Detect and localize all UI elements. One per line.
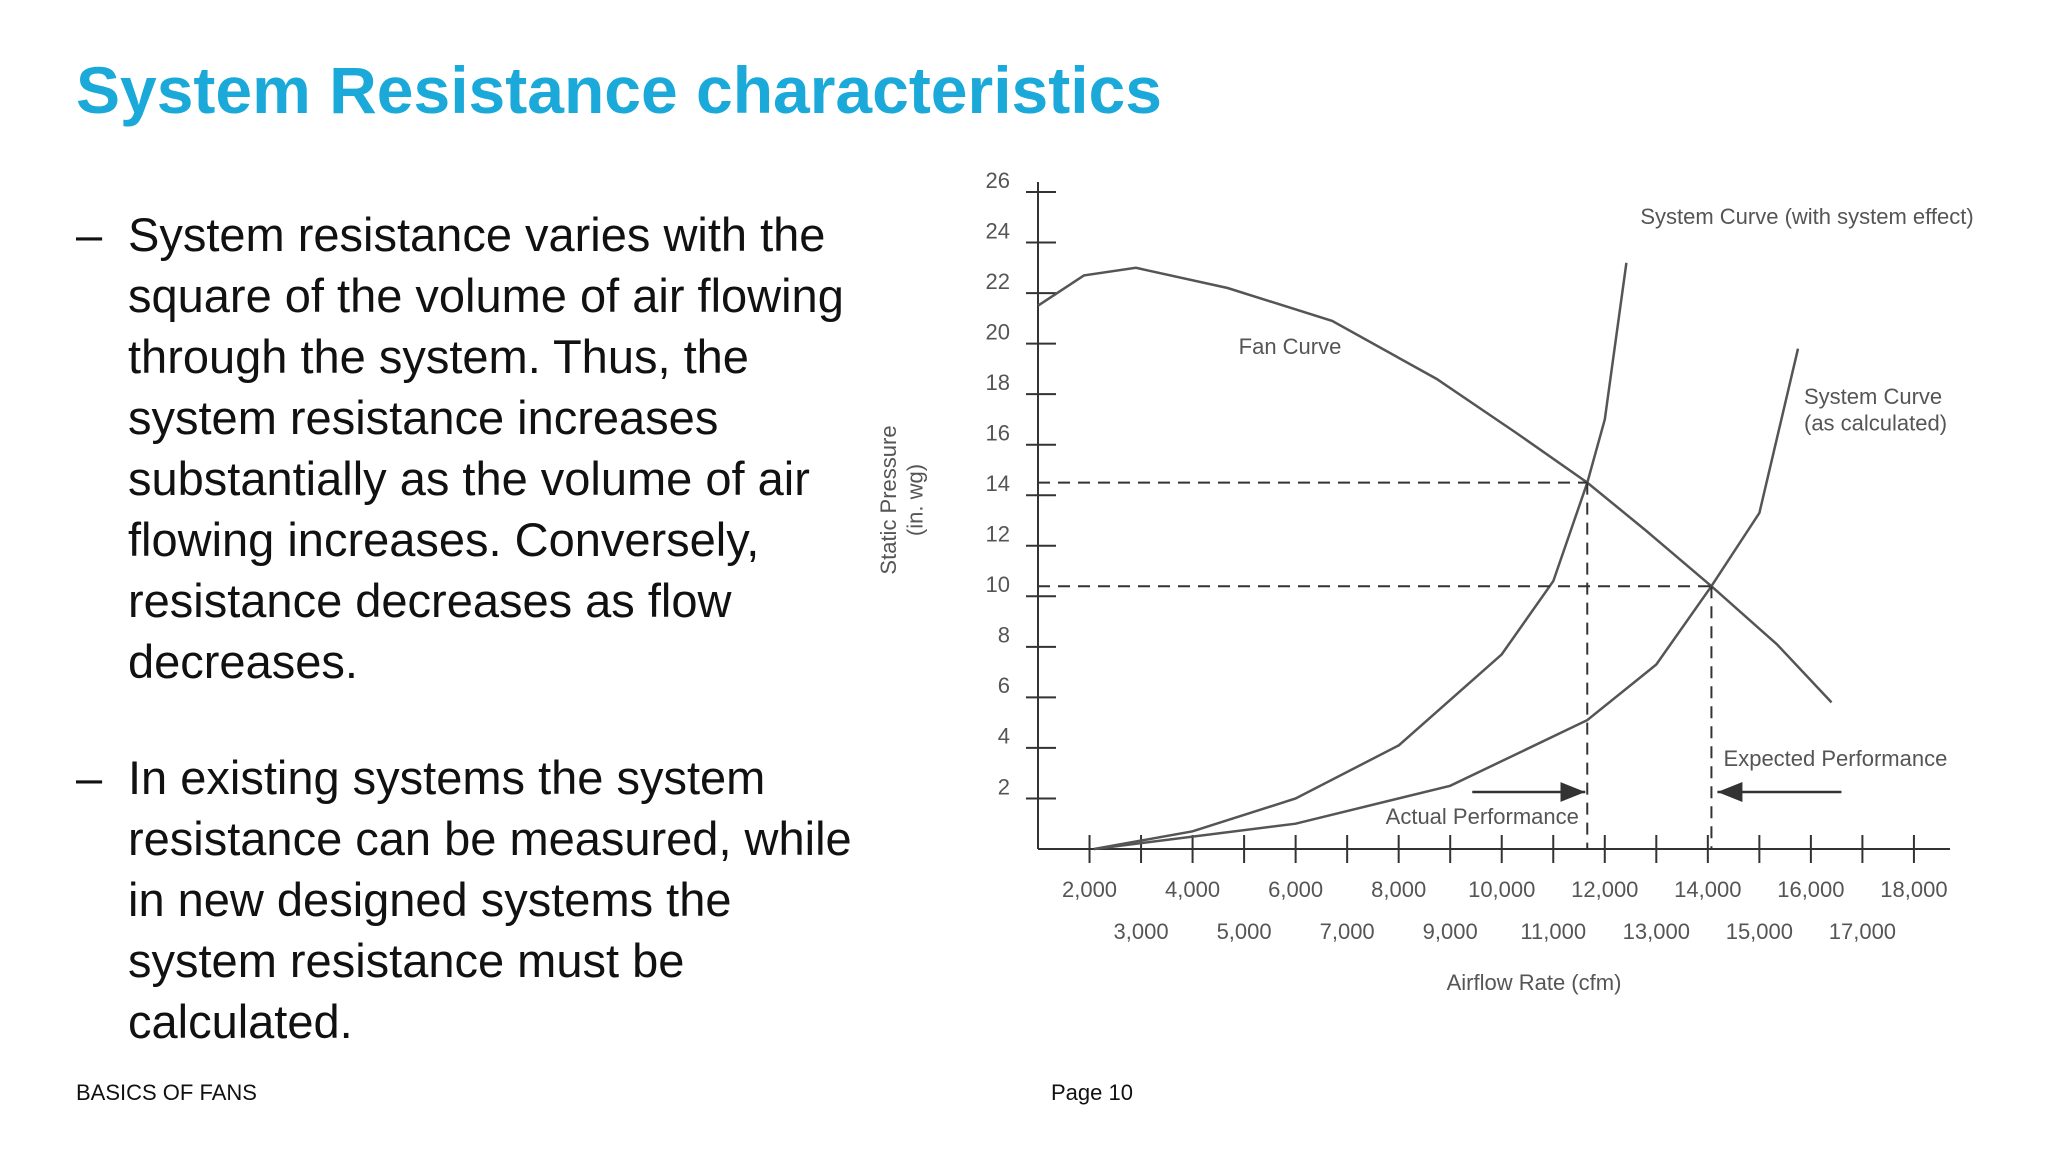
x-tick-label: 11,000: [1520, 919, 1586, 944]
y-tick-label: 8: [998, 623, 1010, 648]
series-line: [1037, 266, 1833, 704]
x-axis-label: Airflow Rate (cfm): [1447, 970, 1622, 995]
x-tick-label: 7,000: [1320, 919, 1375, 944]
annotation: Expected Performance: [1724, 746, 1948, 771]
series-line: [1093, 262, 1628, 851]
series-label: System Curve (as calculated): [1804, 384, 1947, 435]
x-tick-label: 10,000: [1468, 877, 1535, 902]
x-tick-label: 5,000: [1217, 919, 1272, 944]
y-axis-label: Static Pressure(in. wg): [876, 425, 927, 574]
x-tick-label: 8,000: [1371, 877, 1426, 902]
series-line: [1094, 348, 1800, 851]
annotation: Actual Performance: [1386, 804, 1579, 829]
x-tick-label: 16,000: [1777, 877, 1844, 902]
y-tick-label: 2: [998, 774, 1010, 799]
x-tick-label: 3,000: [1114, 919, 1169, 944]
x-tick-label: 2,000: [1062, 877, 1117, 902]
footer-left: BASICS OF FANS: [76, 1080, 257, 1105]
y-tick-label: 14: [986, 471, 1010, 496]
x-tick-label: 14,000: [1674, 877, 1741, 902]
bullet: – In existing systems the system resistan…: [76, 751, 852, 1048]
y-tick-label: 22: [986, 269, 1010, 294]
x-tick-label: 13,000: [1623, 919, 1690, 944]
x-tick-label: 6,000: [1268, 877, 1323, 902]
y-tick-label: 10: [986, 572, 1010, 597]
x-tick-label: 18,000: [1880, 877, 1947, 902]
series-label: System Curve (with system effect): [1640, 204, 1973, 229]
x-tick-label: 12,000: [1571, 877, 1638, 902]
slide-title: System Resistance characteristics: [76, 53, 1162, 127]
x-tick-label: 4,000: [1165, 877, 1220, 902]
y-tick-label: 18: [986, 370, 1010, 395]
bullet-text: System resistance varies with the square…: [128, 208, 844, 688]
x-tick-label: 17,000: [1829, 919, 1896, 944]
y-tick-label: 12: [986, 522, 1010, 547]
bullet: – System resistance varies with the squar…: [76, 208, 844, 688]
y-tick-label: 24: [986, 218, 1010, 243]
bullet-text: In existing systems the system resistanc…: [128, 751, 852, 1048]
y-tick-label: 20: [986, 319, 1010, 344]
y-tick-label: 6: [998, 673, 1010, 698]
footer-right: Page 10: [1051, 1080, 1133, 1105]
y-tick-label: 26: [986, 168, 1010, 193]
x-tick-label: 9,000: [1423, 919, 1478, 944]
series-label: Fan Curve: [1239, 334, 1342, 359]
y-tick-label: 16: [986, 421, 1010, 446]
x-tick-label: 15,000: [1726, 919, 1793, 944]
y-tick-label: 4: [998, 724, 1010, 749]
